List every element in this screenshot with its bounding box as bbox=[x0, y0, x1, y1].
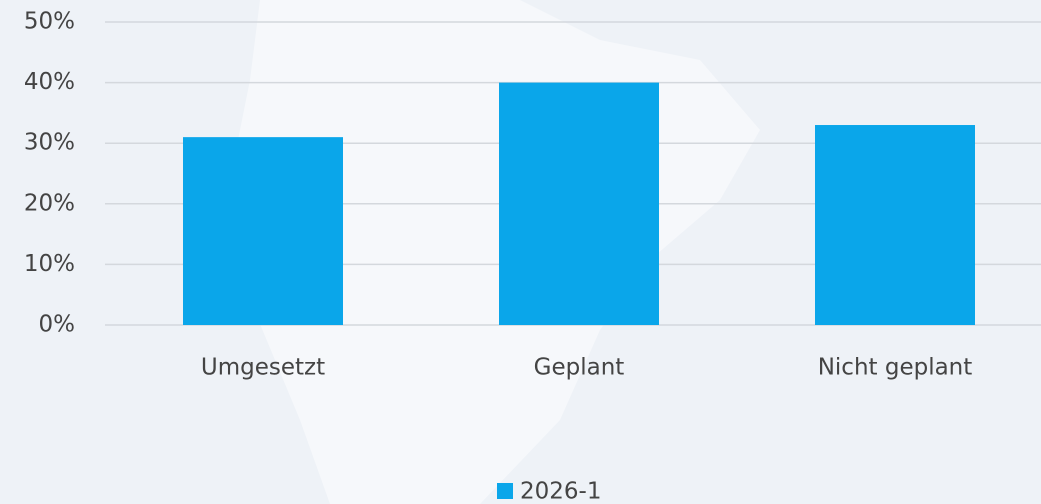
y-tick-label: 0% bbox=[39, 312, 76, 338]
y-tick-label: 40% bbox=[24, 69, 75, 95]
y-tick-label: 30% bbox=[24, 130, 75, 156]
x-tick-label: Nicht geplant bbox=[818, 355, 973, 381]
bar bbox=[815, 125, 975, 326]
legend-swatch bbox=[497, 483, 513, 499]
bar bbox=[499, 82, 659, 325]
bar bbox=[183, 137, 343, 325]
legend-label: 2026-1 bbox=[520, 479, 601, 504]
x-tick-label: Umgesetzt bbox=[201, 355, 325, 381]
y-tick-label: 20% bbox=[24, 190, 75, 216]
y-tick-label: 10% bbox=[24, 251, 75, 277]
x-tick-label: Geplant bbox=[534, 355, 625, 381]
y-tick-label: 50% bbox=[24, 9, 75, 35]
